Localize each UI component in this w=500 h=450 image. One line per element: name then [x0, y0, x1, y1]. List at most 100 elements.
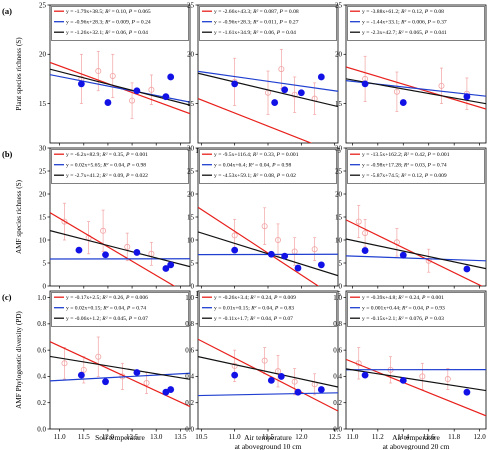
regression-line-red: [346, 358, 486, 417]
y-tick-label: 20: [335, 190, 343, 198]
plot-area: [346, 347, 486, 417]
data-point-hollow: [231, 232, 238, 239]
x-tick-label: 11.0: [54, 433, 66, 441]
y-tick-label: 1.0: [185, 294, 194, 302]
data-point-hollow: [425, 257, 432, 264]
plot-area: [50, 336, 190, 408]
legend: y = -1.79x+38.5; R² = 0.10, P = 0.065 y =…: [51, 6, 189, 41]
data-point: [271, 99, 279, 106]
y-tick-label: 0: [191, 282, 195, 290]
row-label: (b): [2, 149, 13, 159]
data-point: [294, 264, 302, 272]
data-point: [399, 376, 407, 384]
y-tick-label: 5: [43, 259, 47, 267]
legend-box: [51, 6, 189, 41]
data-point: [77, 371, 85, 379]
y-tick-label: 0.4: [185, 373, 194, 381]
row-label: (a): [2, 6, 12, 16]
data-point: [267, 250, 275, 258]
legend-entry: y = -0.15x+2.1; R² = 0.076, P = 0.03: [362, 316, 444, 322]
legend: y = -0.17x+2.5; R² = 0.26, P = 0.006 y = …: [51, 292, 189, 327]
y-tick-label: 0.2: [185, 399, 194, 407]
x-tick-label: 12.5: [126, 433, 139, 441]
x-axis-label: Air temperature: [392, 433, 440, 442]
data-point-hollow: [278, 66, 285, 73]
x-axis-label: at aboveground 20 cm: [383, 442, 450, 450]
legend-entry: y = -0.26x+3.4; R² = 0.24, P = 0.009: [214, 295, 296, 301]
regression-line-red: [50, 212, 176, 286]
data-point: [463, 265, 471, 273]
legend-entry: y = -0.06x+1.2; R² = 0.045, P = 0.07: [66, 316, 148, 322]
data-point: [399, 251, 407, 259]
data-point-hollow: [393, 88, 400, 95]
data-point-hollow: [143, 379, 150, 386]
y-tick-label: 0.6: [185, 346, 194, 354]
data-point-hollow: [438, 82, 445, 89]
row-label: (c): [2, 292, 12, 302]
legend-entry: y = -6.2x+82.9; R² = 0.35, P = 0.001: [66, 152, 148, 158]
data-point: [267, 376, 275, 384]
x-tick-label: 12.0: [474, 433, 487, 441]
y-tick-label: 0.8: [185, 320, 194, 328]
y-tick-label: 20: [39, 51, 47, 59]
x-tick-label: 11.0: [229, 433, 241, 441]
data-point-hollow: [109, 72, 116, 79]
plot-area: [50, 202, 190, 286]
data-point: [297, 89, 305, 97]
legend-entry: y = -9.5x+116.4; R² = 0.33, P = 0.001: [214, 152, 299, 158]
legend-entry: y = -0.39x+4.8; R² = 0.24, P = 0.001: [362, 295, 444, 301]
plot-area: [198, 49, 338, 143]
data-point: [102, 251, 109, 259]
data-point: [463, 388, 471, 396]
x-tick-label: 11.5: [262, 433, 274, 441]
data-point-hollow: [274, 236, 281, 243]
legend-entry: y = -0.17x+2.5; R² = 0.26, P = 0.006: [66, 295, 148, 301]
regression-line-black: [346, 238, 486, 270]
legend-entry: y = 0.02x+5.65; R² = 0.04, P = 0.98: [66, 163, 146, 169]
regression-line-black: [198, 356, 338, 388]
x-tick-label: 11.5: [78, 433, 90, 441]
data-point-hollow: [61, 360, 68, 367]
legend: y = -0.26x+3.4; R² = 0.24, P = 0.009 y = …: [199, 292, 337, 327]
legend-entry: y = 0.02x+0.15; R² = 0.04, P = 0.74: [66, 306, 146, 312]
legend-entry: y = -0.98x+17.28; R² = 0.03, P = 0.74: [362, 163, 447, 169]
data-point: [317, 386, 325, 393]
data-point: [281, 86, 289, 94]
legend-entry: y = -13.5x+162.2; R² = 0.42, P = 0.001: [362, 152, 450, 158]
x-tick-label: 11.4: [397, 433, 409, 441]
regression-line-black: [50, 230, 190, 268]
y-tick-label: 0.8: [37, 320, 46, 328]
regression-line-red: [198, 338, 338, 412]
y-tick-label: 0.4: [333, 373, 342, 381]
x-tick-label: 11.8: [448, 433, 460, 441]
data-point-hollow: [291, 378, 298, 385]
regression-line-red: [198, 206, 320, 286]
legend-entry: y = 0.01x+0.15; R² = 0.04, P = 0.83: [214, 306, 294, 312]
data-point: [167, 386, 175, 393]
y-tick-label: 5: [339, 259, 343, 267]
data-point: [317, 73, 325, 81]
legend: y = -9.5x+116.4; R² = 0.33, P = 0.001 y =…: [199, 149, 337, 184]
y-tick-label: 25: [39, 167, 47, 175]
data-point: [162, 93, 170, 101]
panel-b-2: 10.511.011.512.012.5051015202530y = -9.5…: [187, 144, 341, 298]
regression-line-black: [198, 72, 338, 108]
data-point: [133, 369, 141, 376]
legend-entry: y = -5.87x+74.5; R² = 0.12, P = 0.009: [362, 173, 447, 179]
y-tick-label: 15: [335, 213, 343, 221]
data-point-hollow: [95, 68, 102, 75]
data-point: [75, 246, 83, 254]
y-tick-label: 0.0: [185, 425, 194, 433]
panel-b-3: 11.011.211.411.611.812.0051015202530y = …: [335, 144, 487, 298]
legend: y = -2.66x+43.3; R² = 0.087, P = 0.08 y =…: [199, 6, 337, 41]
data-point: [361, 371, 369, 379]
data-point: [162, 265, 170, 272]
legend-box: [199, 292, 337, 327]
y-tick-label: 20: [187, 190, 195, 198]
data-point-hollow: [261, 357, 268, 364]
y-tick-label: 25: [39, 1, 47, 9]
legend-box: [199, 6, 337, 41]
legend-box: [347, 292, 485, 327]
y-tick-label: 15: [335, 100, 343, 108]
data-point: [399, 99, 407, 106]
